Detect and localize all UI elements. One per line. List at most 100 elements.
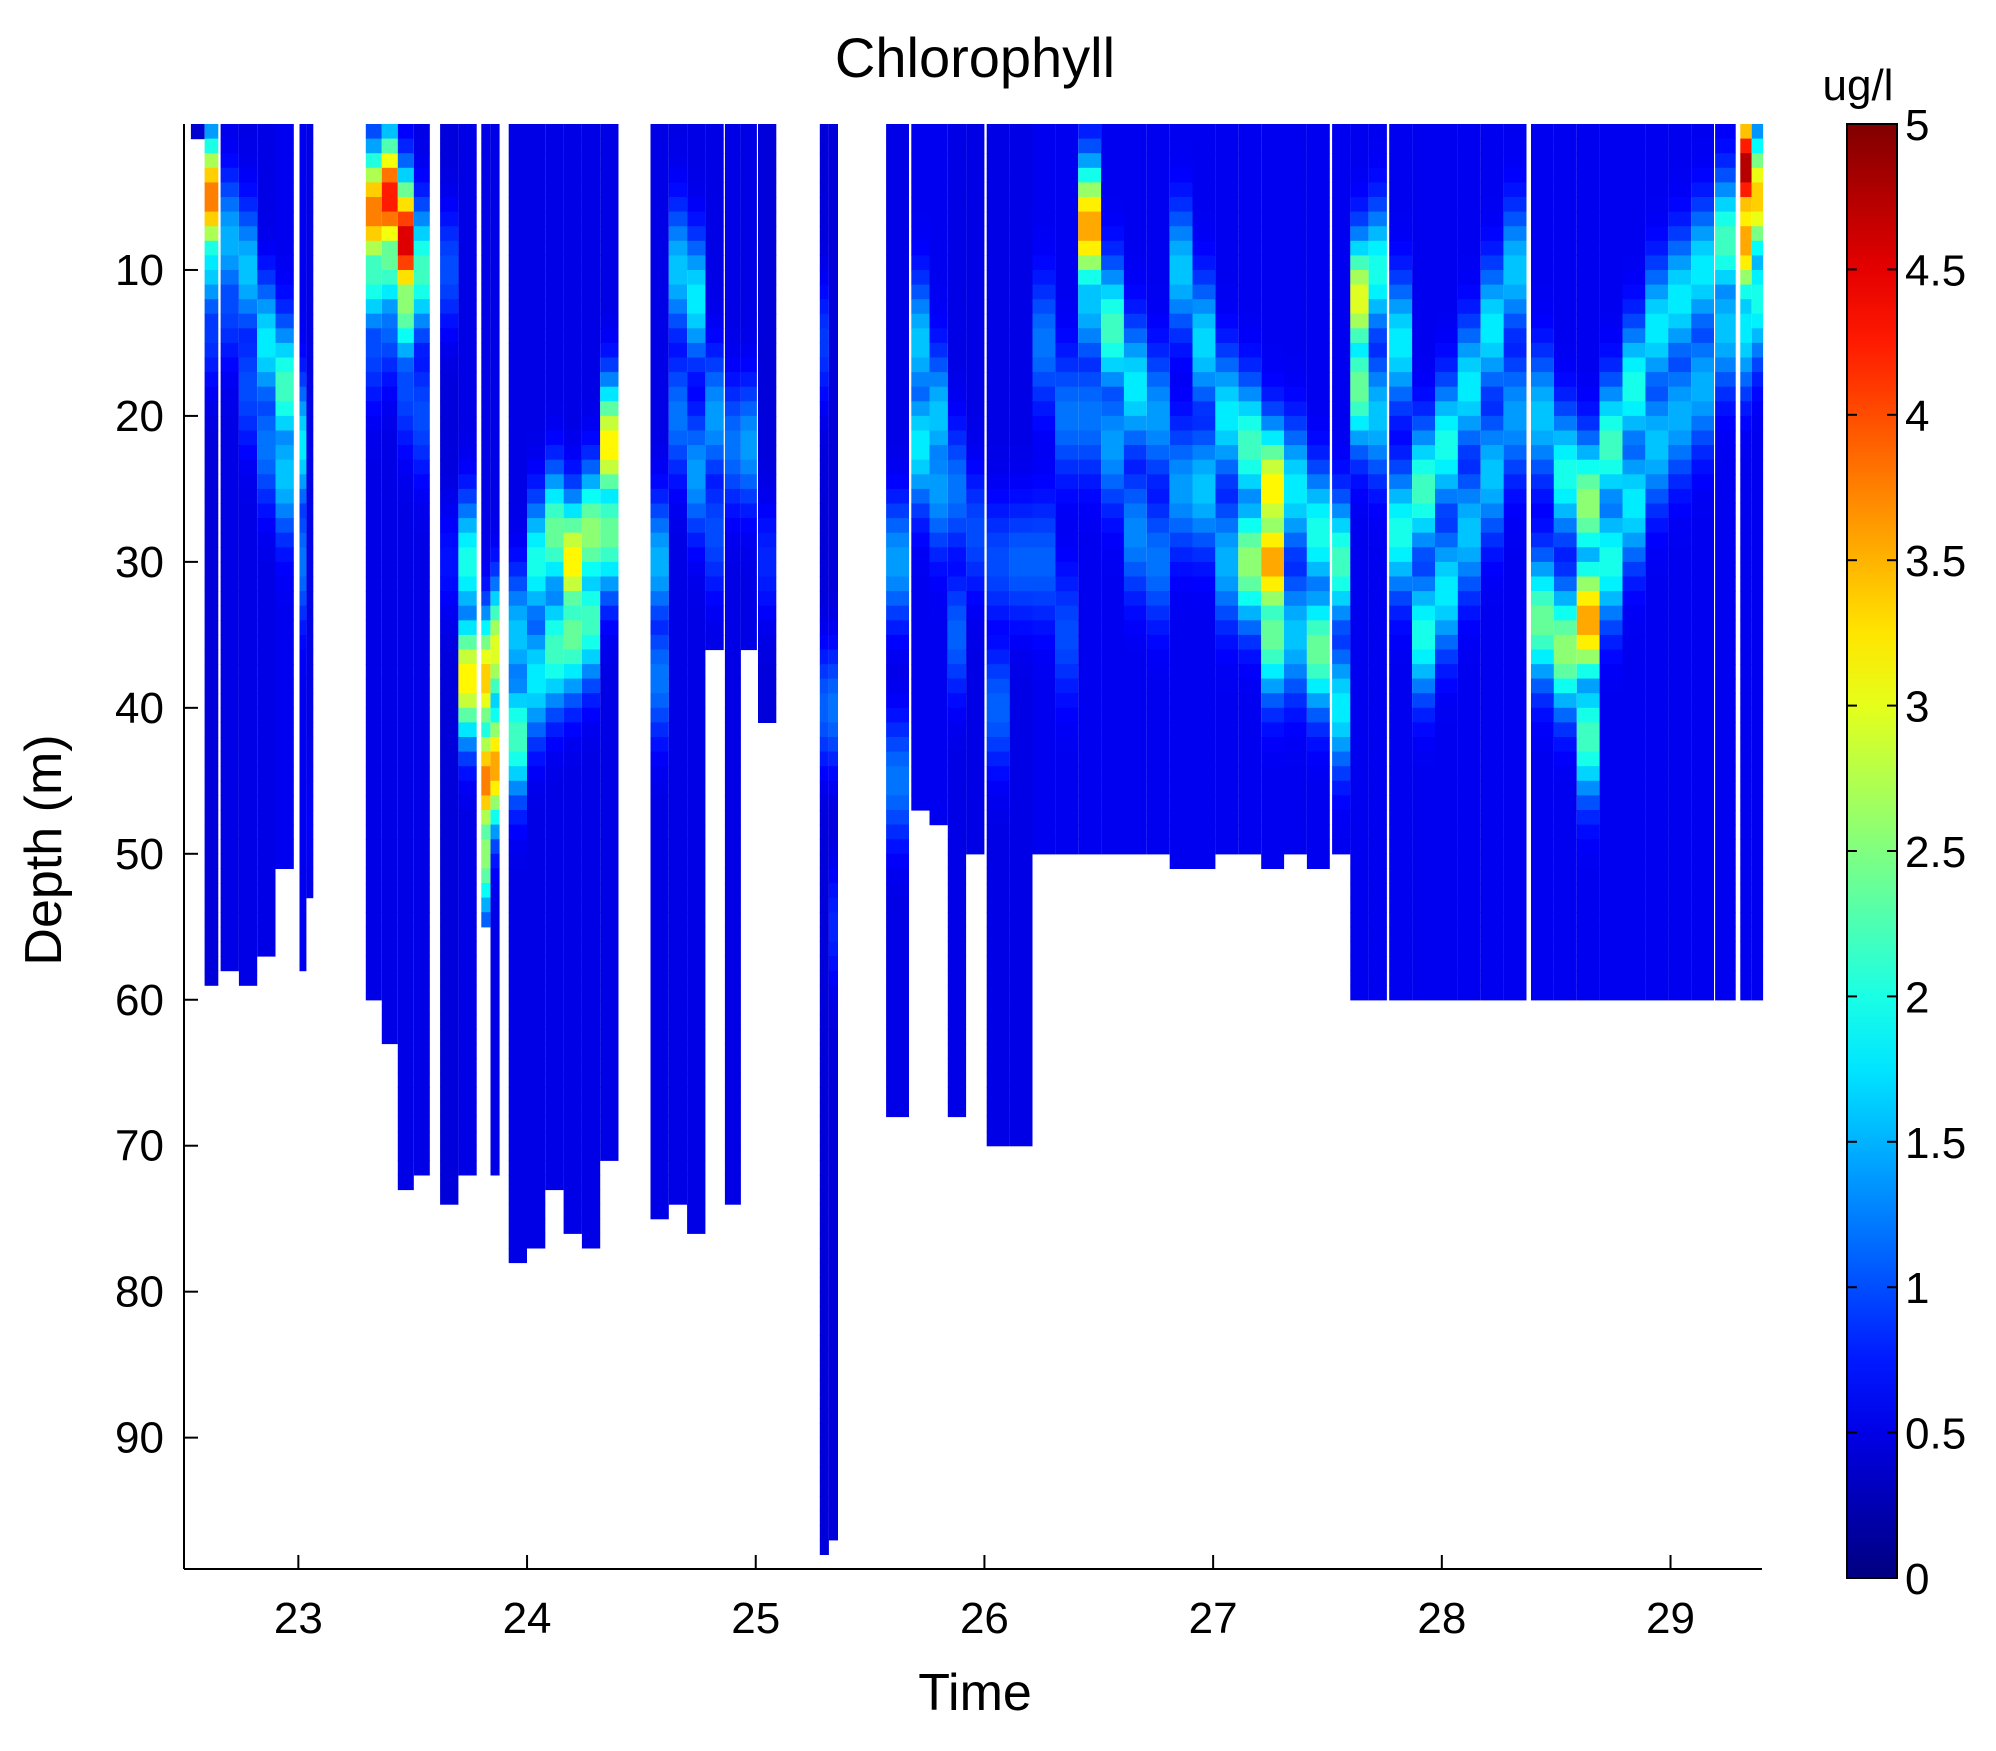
data-cell — [1146, 124, 1170, 140]
data-cell — [1553, 270, 1577, 286]
data-cell — [257, 270, 276, 286]
data-cell — [1389, 634, 1413, 651]
data-cell — [1751, 576, 1764, 592]
data-cell — [668, 1058, 688, 1074]
data-cell — [527, 284, 546, 300]
data-cell — [1350, 810, 1369, 826]
data-cell — [828, 1320, 838, 1337]
data-cell — [490, 883, 500, 899]
data-cell — [581, 503, 601, 519]
data-cell — [1032, 518, 1056, 534]
data-cell — [819, 445, 829, 461]
data-cell — [381, 459, 398, 475]
data-cell — [257, 518, 276, 534]
data-cell — [508, 372, 527, 388]
data-cell — [947, 897, 967, 913]
data-cell — [458, 1087, 477, 1103]
data-cell — [1576, 824, 1600, 840]
data-cell — [1457, 824, 1481, 840]
data-cell — [563, 737, 582, 753]
data-cell — [1668, 459, 1692, 475]
data-cell — [724, 1160, 741, 1176]
data-cell — [1457, 883, 1481, 899]
data-cell — [740, 488, 757, 505]
data-cell — [1078, 255, 1102, 271]
data-cell — [1261, 270, 1285, 286]
data-cell — [650, 926, 669, 942]
data-cell — [1531, 415, 1554, 432]
data-cell — [1350, 357, 1369, 373]
data-cell — [581, 941, 601, 957]
data-cell — [581, 284, 601, 300]
data-cell — [1457, 751, 1481, 767]
data-cell — [986, 270, 1010, 286]
data-cell — [440, 386, 459, 402]
data-cell — [828, 357, 838, 373]
data-cell — [1055, 124, 1079, 140]
data-cell — [204, 138, 219, 154]
data-cell — [1691, 313, 1714, 329]
data-cell — [490, 605, 500, 621]
data-cell — [758, 547, 777, 563]
data-cell — [306, 357, 314, 373]
data-cell — [1740, 430, 1752, 446]
data-cell — [1740, 197, 1752, 213]
data-cell — [966, 532, 985, 548]
data-cell — [275, 678, 294, 694]
data-cell — [886, 620, 909, 636]
data-cell — [508, 182, 527, 198]
data-cell — [381, 138, 398, 154]
data-cell — [886, 693, 909, 709]
data-cell — [563, 561, 582, 578]
data-cell — [220, 926, 239, 942]
data-cell — [1503, 941, 1527, 957]
data-cell — [1740, 401, 1752, 417]
data-cell — [563, 270, 582, 286]
data-cell — [1751, 547, 1764, 563]
data-cell — [886, 737, 909, 753]
data-cell — [1691, 124, 1714, 140]
data-cell — [1332, 342, 1351, 359]
data-cell — [1101, 284, 1124, 300]
data-cell — [1215, 532, 1239, 548]
data-cell — [668, 240, 688, 256]
data-cell — [828, 153, 838, 169]
data-cell — [458, 576, 477, 592]
data-cell — [929, 474, 948, 490]
data-cell — [490, 620, 500, 636]
data-cell — [1412, 342, 1435, 359]
data-cell — [1123, 795, 1147, 811]
data-cell — [1691, 985, 1714, 1001]
data-cell — [650, 357, 669, 373]
data-cell — [1368, 737, 1387, 753]
data-cell — [1668, 853, 1692, 869]
data-cell — [1368, 474, 1387, 490]
data-cell — [1238, 693, 1262, 709]
data-cell — [563, 649, 582, 665]
data-cell — [1368, 167, 1387, 183]
data-cell — [1009, 1116, 1033, 1132]
data-cell — [1599, 503, 1623, 519]
data-cell — [527, 722, 546, 738]
data-cell — [490, 561, 500, 578]
profile-column — [306, 124, 314, 899]
data-cell — [828, 167, 838, 183]
data-cell — [440, 970, 459, 986]
data-cell — [1123, 372, 1147, 388]
data-cell — [1412, 649, 1435, 665]
data-cell — [1332, 591, 1351, 607]
data-cell — [1435, 839, 1458, 855]
data-cell — [986, 941, 1010, 957]
data-cell — [819, 1393, 829, 1409]
data-cell — [1009, 357, 1033, 373]
data-cell — [220, 853, 239, 869]
data-cell — [365, 678, 382, 694]
data-cell — [381, 313, 398, 329]
data-cell — [397, 912, 414, 928]
data-cell — [1576, 941, 1600, 957]
data-cell — [1332, 357, 1351, 373]
data-cell — [440, 853, 459, 869]
data-cell — [687, 270, 706, 286]
data-cell — [1215, 357, 1239, 373]
profile-column — [947, 124, 967, 1118]
